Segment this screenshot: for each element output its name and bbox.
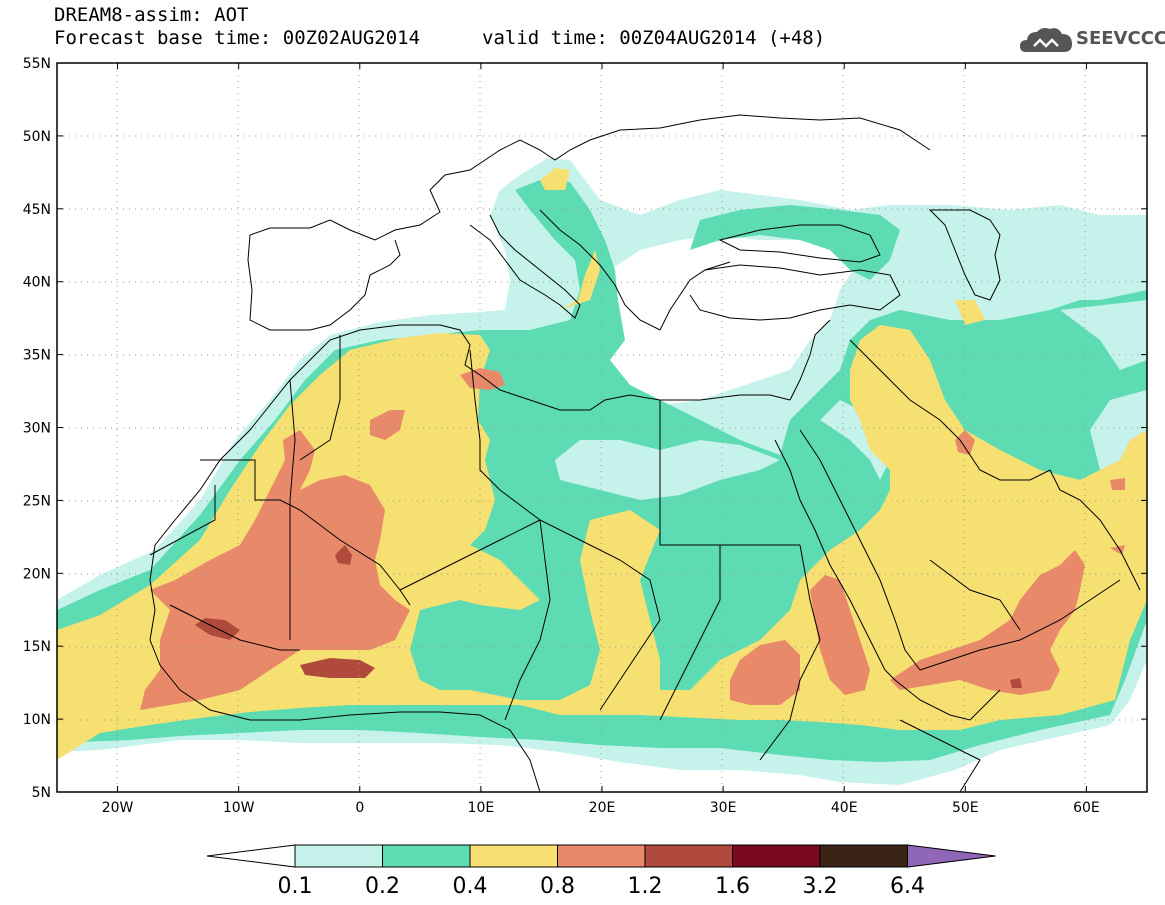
colorbar-segment: [469, 844, 558, 868]
lon-label: 0: [355, 800, 364, 816]
lat-label: 20N: [23, 566, 51, 582]
lat-label: 30N: [23, 421, 51, 437]
aot-field: [57, 63, 1147, 792]
lon-label: 50E: [952, 800, 979, 816]
colorbar-segment: [294, 844, 383, 868]
colorbar-segment: [557, 844, 646, 868]
lat-label: 35N: [23, 348, 51, 364]
lon-label: 20W: [102, 800, 134, 816]
colorbar-label: 3.2: [803, 874, 838, 899]
lon-label: 40E: [831, 800, 858, 816]
colorbar-segment: [732, 844, 821, 868]
lat-label: 40N: [23, 275, 51, 291]
colorbar-segment: [382, 844, 471, 868]
colorbar-label: 1.6: [715, 874, 750, 899]
coastlines: [149, 114, 1141, 792]
lat-label: 50N: [23, 129, 51, 145]
logo-text: SEEVCCC: [1076, 28, 1165, 49]
seevccc-logo: SEEVCCC: [1018, 22, 1165, 58]
lat-label: 55N: [23, 56, 51, 72]
aot-contour-08: [140, 368, 1125, 710]
colorbar-segment: [819, 844, 908, 868]
colorbar-label: 1.2: [628, 874, 663, 899]
chart-title: DREAM8-assim: AOT: [54, 4, 249, 26]
lon-label: 20E: [589, 800, 616, 816]
colorbar-overflow: [907, 844, 996, 868]
lat-label: 45N: [23, 202, 51, 218]
longitude-labels: 20W 10W 0 10E 20E 30E 40E 50E 60E: [102, 800, 1100, 816]
cloud-icon: [1020, 28, 1072, 52]
lat-label: 5N: [32, 785, 51, 801]
colorbar-labels: 0.1 0.2 0.4 0.8 1.2 1.6 3.2 6.4: [278, 874, 926, 899]
colorbar: [206, 844, 996, 868]
latitude-labels: 55N 50N 45N 40N 35N 30N 25N 20N 15N 10N 5N: [23, 56, 51, 801]
colorbar-label: 0.1: [278, 874, 313, 899]
lon-label: 10E: [468, 800, 495, 816]
colorbar-segment: [644, 844, 733, 868]
colorbar-label: 6.4: [890, 874, 925, 899]
lon-label: 60E: [1073, 800, 1100, 816]
lon-label: 30E: [710, 800, 737, 816]
lat-label: 10N: [23, 712, 51, 728]
colorbar-label: 0.4: [453, 874, 488, 899]
lat-label: 25N: [23, 493, 51, 509]
lon-label: 10W: [223, 800, 255, 816]
valid-time-label: valid time: 00Z04AUG2014 (+48): [482, 27, 826, 49]
colorbar-label: 0.8: [540, 874, 575, 899]
axis-ticks: [57, 62, 1147, 793]
base-time-label: Forecast base time: 00Z02AUG2014: [54, 27, 421, 49]
colorbar-label: 0.2: [365, 874, 400, 899]
colorbar-underflow: [206, 844, 296, 868]
lat-label: 15N: [23, 639, 51, 655]
